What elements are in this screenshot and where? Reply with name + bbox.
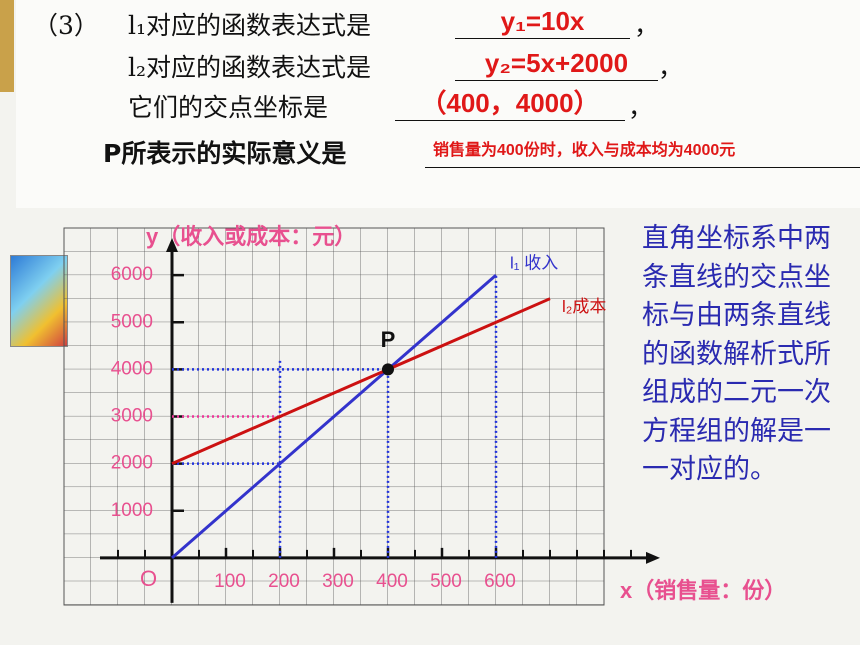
question-text: l₁对应的函数表达式是 [128,11,372,40]
y-tick-label: 4000 [111,358,153,379]
intersection-point [382,363,394,376]
cube-picture [10,255,68,347]
question-box [16,0,860,208]
punctuation: ， [658,53,684,82]
note-text: 直角坐标系中两条直线的交点坐标与由两条直线的函数解析式所组成的二元一次方程组的解… [642,223,831,485]
y-tick-label: 5000 [111,311,153,332]
x-tick-label: 200 [268,571,300,592]
x-axis-label: x（销售量：份） [620,578,786,603]
accent-strip [0,0,14,92]
question-text: 它们的交点坐标是 [128,93,329,122]
question-text: l₂对应的函数表达式是 [128,53,372,82]
graph-paper [63,227,605,606]
answer: （400，4000） [395,86,625,121]
x-tick-label: 300 [322,571,354,592]
question-text: P所表示的实际意义是 [103,139,347,168]
y-tick-label: 2000 [111,453,153,474]
x-axis-arrow [646,551,660,564]
answer: y₁=10x [455,4,630,39]
y-axis-label: y（收入或成本：元） [146,224,356,249]
x-tick-label: 100 [214,571,246,592]
y-tick-label: 6000 [111,264,153,285]
series-line [171,273,497,560]
y-axis-arrow [166,238,178,252]
x-tick-label: 400 [376,571,408,592]
punctuation: ， [634,11,660,40]
intersection-label: P [381,327,396,352]
x-tick-label: 600 [484,571,516,592]
series-line [171,297,551,465]
x-tick-label: 500 [430,571,462,592]
y-tick-label: 3000 [111,406,153,427]
origin-label: O [140,566,157,591]
answer: y₂=5x+2000 [455,46,658,81]
series-label: l₁ 收入 [510,254,558,273]
punctuation: ， [628,93,654,122]
question-number: （3） [33,11,99,40]
series-label: l₂成本 [562,297,606,316]
answer: 销售量为400份时，收入与成本均为4000元 [425,134,860,168]
y-tick-label: 1000 [111,500,153,521]
